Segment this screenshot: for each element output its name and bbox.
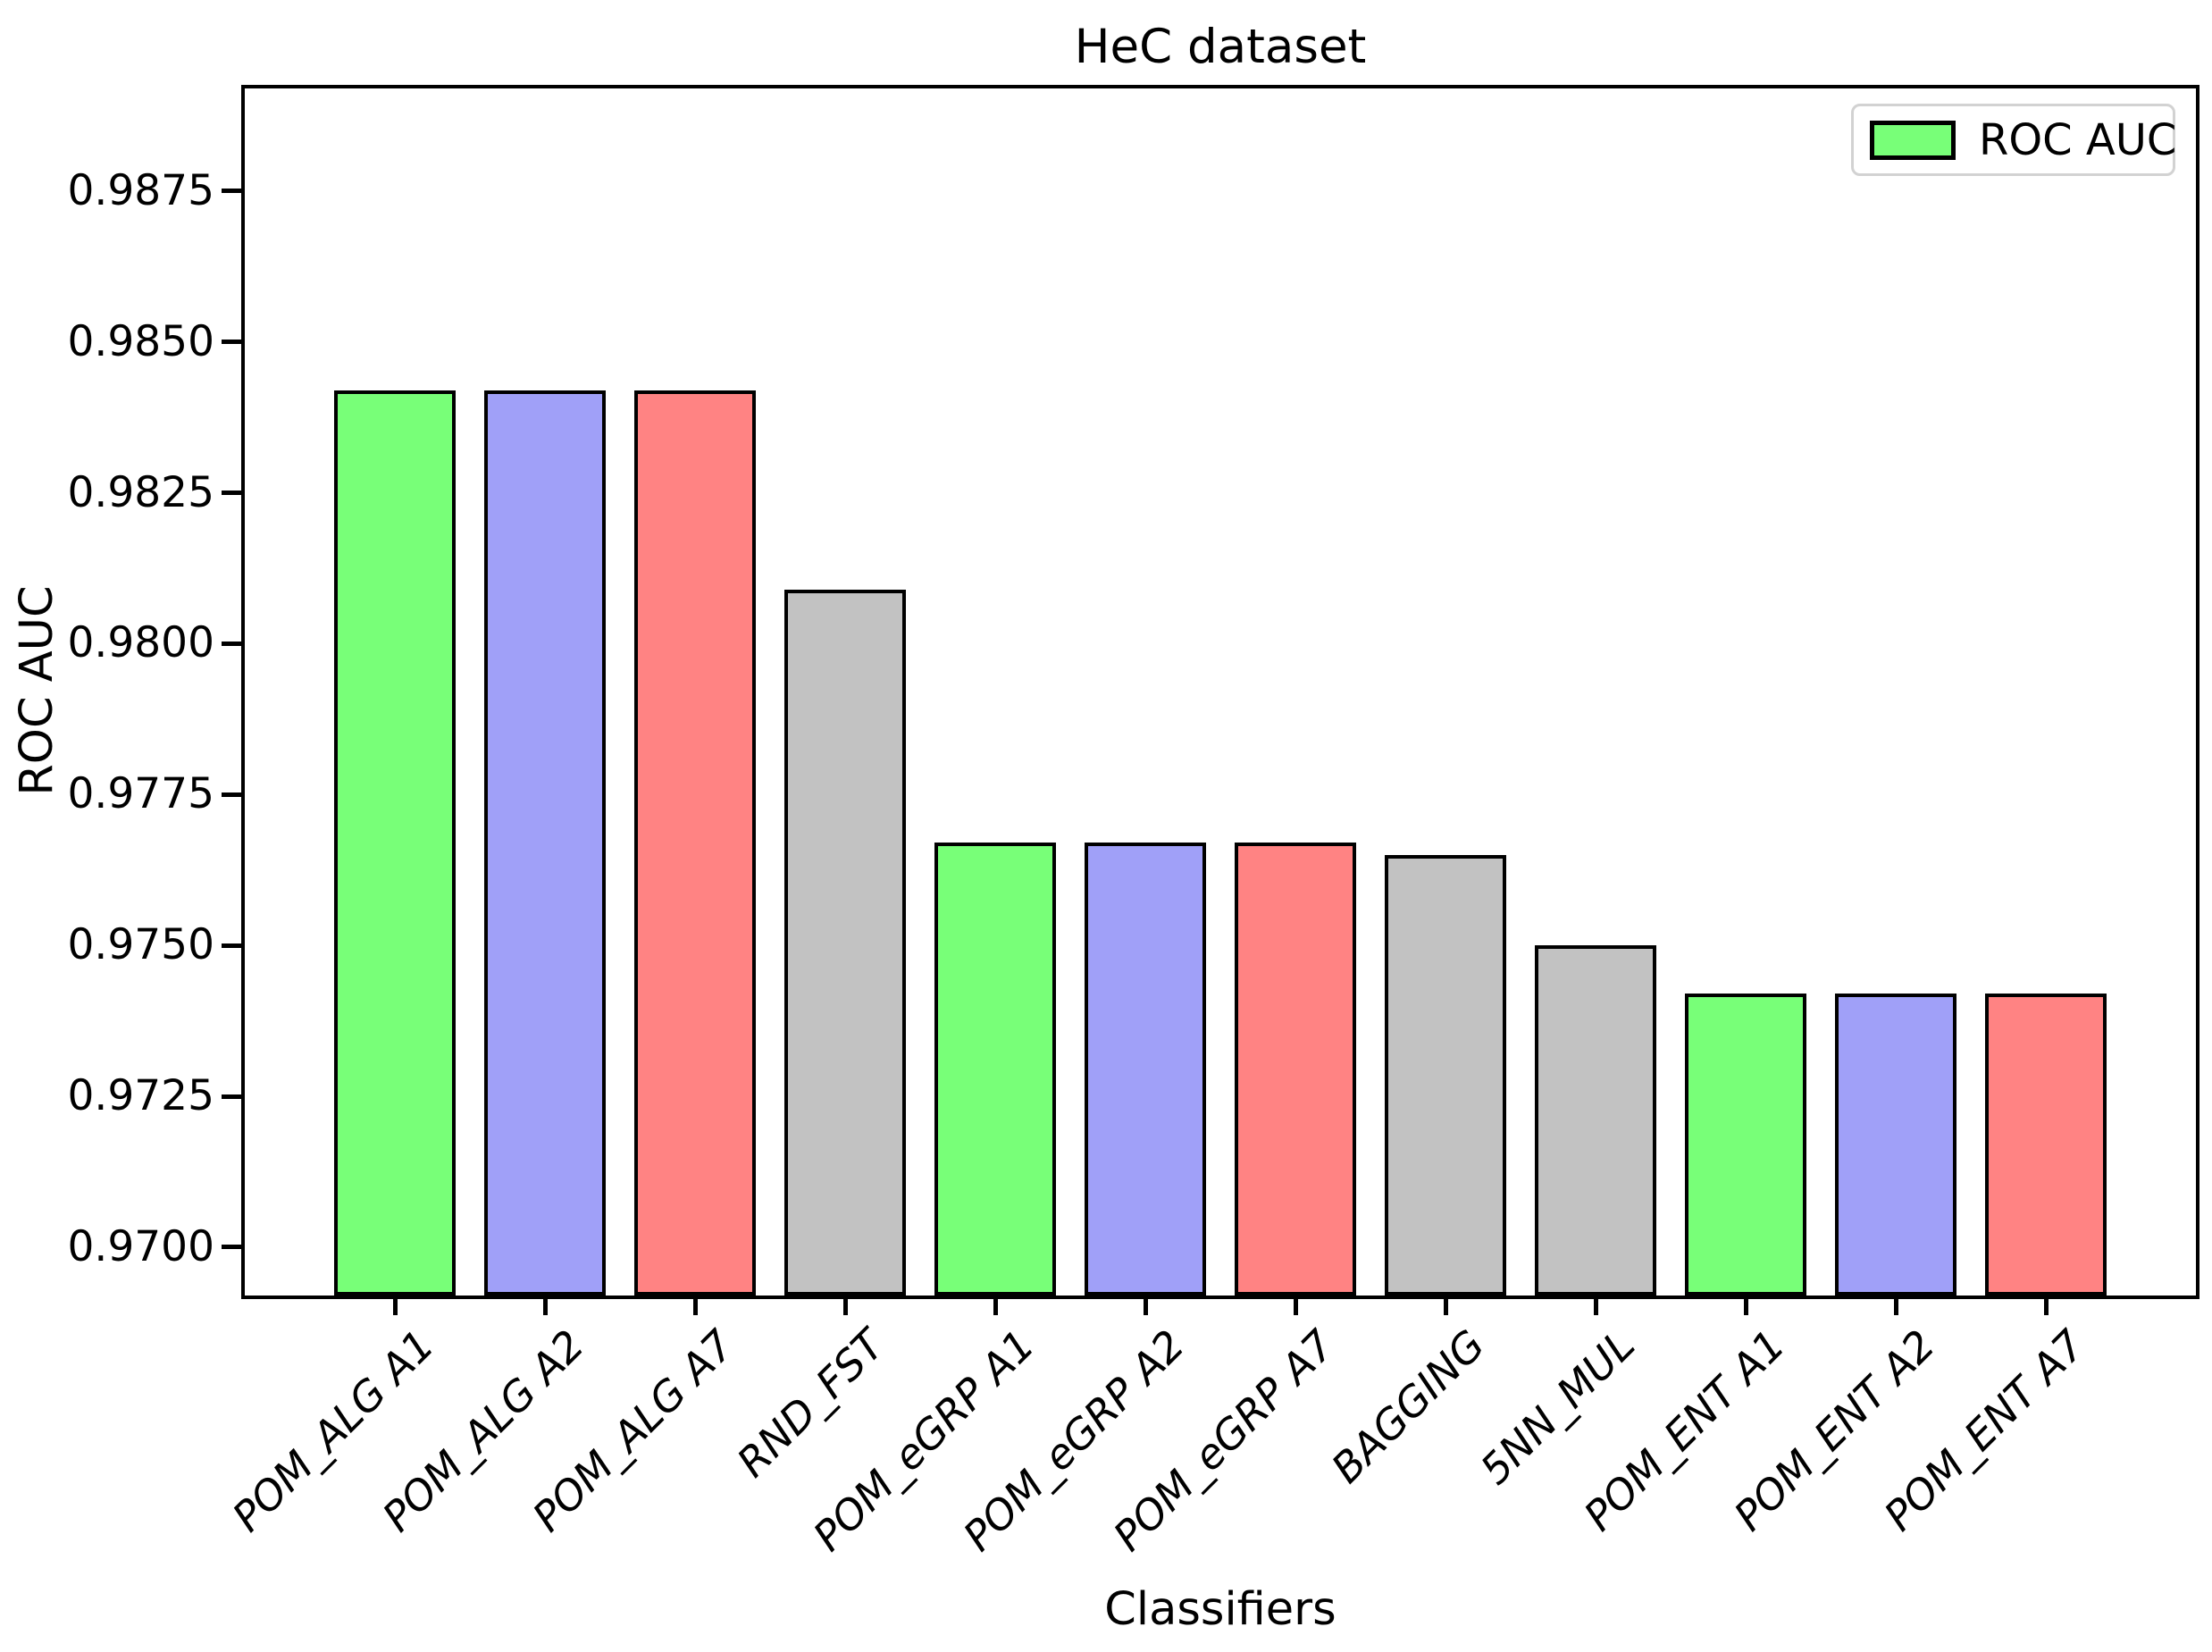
chart-title: HeC dataset [1074, 20, 1367, 74]
x-axis-label: Classifiers [1104, 1583, 1336, 1636]
x-tick-mark [2043, 1296, 2049, 1315]
y-tick-mark [222, 491, 241, 496]
bar-pom-ent-a2 [1835, 994, 1956, 1296]
x-tick-mark [1893, 1296, 1898, 1315]
bar-pom-egrp-a7 [1235, 843, 1356, 1296]
bar-bagging [1385, 854, 1506, 1296]
y-tick-label: 0.9775 [67, 769, 214, 819]
bar-rnd-fst [784, 589, 906, 1296]
x-tick-mark [993, 1296, 998, 1315]
x-tick-mark [1743, 1296, 1748, 1315]
y-tick-mark [222, 340, 241, 345]
y-axis-label: ROC AUC [11, 585, 63, 796]
y-tick-label: 0.9800 [67, 618, 214, 668]
y-tick-mark [222, 1094, 241, 1099]
y-tick-mark [222, 189, 241, 194]
x-tick-mark [392, 1296, 398, 1315]
y-tick-label: 0.9750 [67, 920, 214, 970]
bar-pom-egrp-a1 [934, 843, 1056, 1296]
bar-pom-alg-a2 [484, 390, 606, 1296]
y-tick-label: 0.9725 [67, 1071, 214, 1121]
bar-pom-alg-a7 [634, 390, 756, 1296]
bar-5nn-mul [1535, 945, 1656, 1296]
y-tick-label: 0.9825 [67, 467, 214, 517]
x-tick-mark [692, 1296, 698, 1315]
y-tick-mark [222, 943, 241, 948]
x-tick-mark [1443, 1296, 1448, 1315]
x-tick-mark [1143, 1296, 1148, 1315]
legend: ROC AUC [1851, 104, 2177, 176]
bar-pom-alg-a1 [334, 390, 456, 1296]
y-tick-label: 0.9700 [67, 1221, 214, 1271]
y-tick-label: 0.9850 [67, 316, 214, 366]
x-tick-mark [842, 1296, 848, 1315]
x-tick-mark [1593, 1296, 1598, 1315]
bar-pom-ent-a7 [1985, 994, 2107, 1296]
legend-label: ROC AUC [1979, 114, 2177, 165]
y-tick-label: 0.9875 [67, 165, 214, 215]
y-tick-mark [222, 641, 241, 646]
y-tick-mark [222, 792, 241, 797]
bar-pom-egrp-a2 [1085, 843, 1206, 1296]
bar-pom-ent-a1 [1685, 994, 1806, 1296]
x-tick-mark [1293, 1296, 1298, 1315]
x-tick-mark [542, 1296, 548, 1315]
plot-area: 0.9700 0.9725 0.9750 0.9775 0.9800 0.9825 0.98… [68, 85, 2199, 1560]
legend-swatch-icon [1870, 120, 1956, 160]
y-tick-mark [222, 1245, 241, 1250]
